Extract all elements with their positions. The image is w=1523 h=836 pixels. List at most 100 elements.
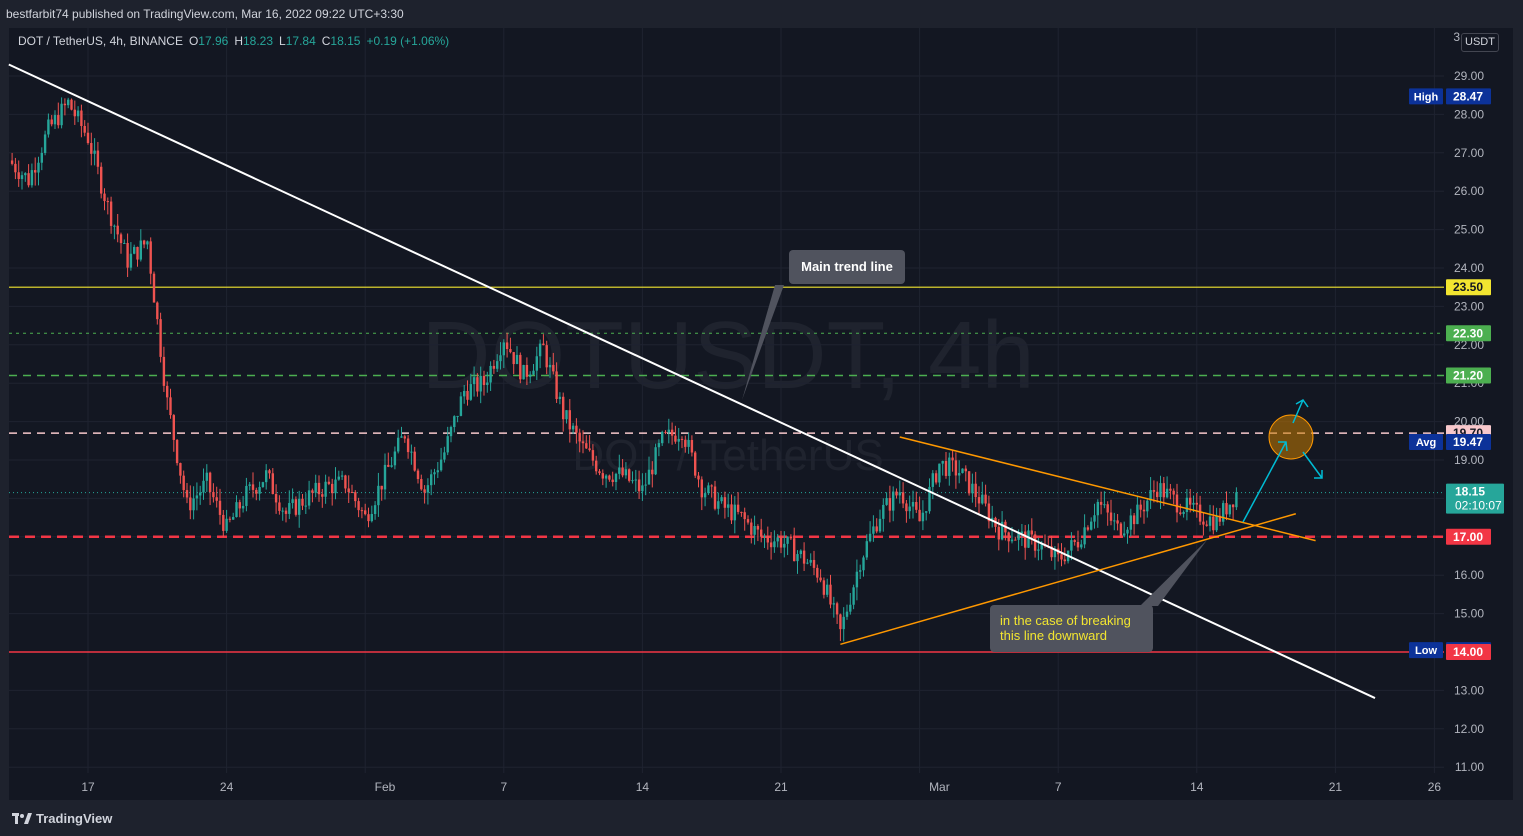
candle-body: [535, 356, 538, 371]
candle-body: [710, 485, 713, 487]
publisher-text: bestfarbit74 published on TradingView.co…: [6, 7, 404, 21]
candle-body: [1010, 539, 1014, 542]
candle-body: [512, 352, 515, 365]
chart-area[interactable]: [9, 28, 1444, 773]
candle-body: [1231, 504, 1235, 508]
candle-body: [760, 529, 763, 537]
candle-body: [901, 492, 905, 504]
candle-body: [367, 514, 370, 522]
avg-price-label[interactable]: [1446, 433, 1491, 450]
price-tick-label: 28.00: [1454, 107, 1484, 121]
candle-body: [476, 377, 479, 392]
tradingview-logo[interactable]: TradingView: [12, 811, 112, 826]
candle-body: [789, 536, 793, 539]
level-14-00-price-label[interactable]: [1446, 644, 1491, 660]
candle-body: [809, 559, 812, 563]
projection-arrow-up-head: [1295, 399, 1309, 408]
level-17-00-price-value: 17.00: [1453, 530, 1483, 544]
candle-body: [1189, 497, 1192, 505]
time-tick-label: Feb: [375, 780, 396, 794]
last-price-label[interactable]: [1446, 483, 1504, 514]
candle-body: [585, 443, 588, 449]
candle-body: [47, 119, 50, 135]
level-21-20-price-label[interactable]: [1446, 367, 1491, 384]
triangle-upper[interactable]: [899, 436, 1316, 542]
level-22-30-price-label[interactable]: [1446, 325, 1491, 342]
candle-body: [611, 479, 614, 482]
candle-body: [255, 489, 258, 494]
breakdown-callout[interactable]: in the case of breaking this line downwa…: [990, 540, 1207, 652]
time-tick-label: Mar: [929, 780, 950, 794]
candle-body: [1080, 544, 1083, 548]
candle-body: [819, 577, 822, 581]
candle-body: [664, 431, 667, 433]
candle-body: [1113, 520, 1116, 522]
candle-body: [86, 132, 90, 144]
candle-body: [185, 490, 189, 498]
price-tick-label: 15.00: [1454, 607, 1484, 621]
candle-body: [1198, 504, 1202, 522]
candle-body: [416, 470, 420, 480]
time-tick-label: 21: [774, 780, 788, 794]
candle-body: [1024, 531, 1027, 548]
level-22-30-price-value: 22.30: [1453, 326, 1483, 340]
currency-button[interactable]: USDT: [1461, 33, 1499, 52]
main-trend-line[interactable]: [8, 63, 1376, 699]
candle-body: [967, 471, 971, 494]
candle-body: [700, 479, 703, 498]
candle-body: [60, 103, 63, 126]
level-17-00-price-label[interactable]: [1446, 528, 1491, 545]
candle-body: [1123, 533, 1126, 536]
candle-body: [529, 374, 532, 377]
candle-body: [129, 253, 133, 268]
main-trend-callout[interactable]: Main trend line: [742, 250, 905, 400]
candle-body: [291, 499, 294, 504]
candle-body: [604, 475, 608, 479]
projection-group[interactable]: [1242, 399, 1323, 523]
candle-body: [182, 475, 185, 491]
candle-body: [1129, 515, 1132, 530]
candle-body: [43, 134, 47, 153]
candle-body: [166, 385, 169, 398]
candle-body: [387, 464, 390, 467]
legend-low: 17.84: [285, 34, 316, 48]
candle-body: [1027, 530, 1030, 548]
candle-body: [169, 397, 172, 416]
candle-body: [677, 438, 680, 442]
candle-body: [892, 491, 895, 511]
candle-body: [548, 364, 552, 368]
candle-body: [799, 550, 802, 555]
candle-body: [958, 473, 961, 476]
candle-body: [24, 173, 27, 176]
candle-body: [274, 494, 278, 503]
high-tag-text: High: [1414, 91, 1439, 103]
candle-body: [136, 246, 139, 260]
candle-body: [1076, 541, 1080, 548]
triangle-lower[interactable]: [840, 513, 1297, 646]
projection-arrow-main: [1242, 441, 1287, 523]
price-tick-label: 29.00: [1454, 69, 1484, 83]
candle-body: [347, 488, 350, 493]
candle-body: [215, 497, 218, 501]
high-price-label[interactable]: [1446, 88, 1491, 105]
candle-body: [697, 475, 700, 480]
level-23-50-price-label[interactable]: [1446, 279, 1491, 296]
candle-body: [944, 460, 948, 476]
candle-body: [403, 436, 406, 439]
time-axis[interactable]: [9, 773, 1513, 800]
breakdown-label-2: this line downward: [1000, 628, 1107, 643]
time-tick-label: 14: [636, 780, 650, 794]
candle-body: [57, 115, 60, 126]
candle-body: [1000, 521, 1004, 540]
candle-body: [1093, 515, 1096, 522]
candle-body: [1132, 515, 1136, 525]
candle-body: [806, 562, 809, 564]
candle-body: [974, 483, 977, 498]
time-tick-label: 7: [1055, 780, 1062, 794]
candle-body: [842, 616, 845, 630]
legend-open: 17.96: [198, 34, 229, 48]
time-tick-label: 14: [1190, 780, 1204, 794]
candle-body: [1149, 490, 1152, 501]
candle-body: [1185, 497, 1189, 512]
